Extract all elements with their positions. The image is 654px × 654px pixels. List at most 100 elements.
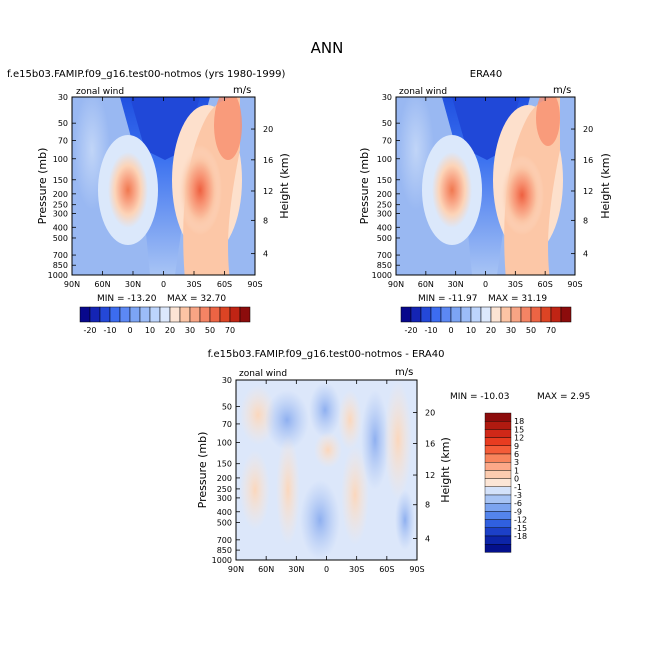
y-tick-label: 1000 [372, 271, 392, 280]
colorbar-label: 3 [514, 458, 519, 467]
colorbar-label: 10 [145, 326, 155, 335]
y-tick-label: 30 [222, 376, 232, 385]
colorbar-label: -18 [514, 532, 527, 541]
colorbar-cell [109, 306, 121, 323]
model-panel-title: f.e15b03.FAMIP.f09_g16.test00-notmos (yr… [7, 69, 285, 80]
colorbar-cell [99, 306, 111, 323]
x-tick-label: 90N [228, 565, 244, 574]
colorbar-label: 20 [165, 326, 175, 335]
y-tick-label: 850 [53, 261, 68, 270]
model-panel-units: m/s [233, 85, 251, 96]
x-tick-label: 0 [161, 280, 166, 289]
y2-tick-label: 4 [263, 250, 268, 259]
y-tick-label: 700 [53, 251, 68, 260]
y-tick-label: 50 [382, 119, 392, 128]
y2-tick-label: 8 [263, 216, 268, 225]
difference-panel-variable: zonal wind [239, 369, 287, 379]
y-tick-label: 50 [58, 119, 68, 128]
difference-panel-title: f.e15b03.FAMIP.f09_g16.test00-notmos - E… [208, 349, 445, 360]
colorbar-cell [490, 306, 502, 323]
y-tick-label: 850 [217, 546, 232, 555]
colorbar-cell [209, 306, 221, 323]
colorbar-label: -15 [514, 524, 527, 533]
colorbar-cell [129, 306, 141, 323]
model-colorbar: -20 -10 0 10 20 30 50 70 [79, 306, 251, 335]
model-y2label: Height (km) [278, 153, 291, 219]
colorbar-cell [470, 306, 482, 323]
x-tick-label: 90S [247, 280, 262, 289]
difference-panel-units: m/s [395, 367, 413, 378]
colorbar-label: 18 [514, 417, 524, 426]
y-tick-label: 100 [53, 155, 68, 164]
y-tick-label: 70 [58, 136, 68, 145]
difference-min-label: MIN = -10.03 [450, 392, 509, 402]
y-tick-label: 500 [217, 519, 232, 528]
y-tick-label: 700 [377, 251, 392, 260]
colorbar-cell [484, 445, 512, 455]
y-tick-label: 1000 [48, 271, 68, 280]
difference-y2label: Height (km) [439, 437, 452, 503]
y-tick-label: 850 [377, 261, 392, 270]
x-tick-label: 30N [448, 280, 464, 289]
y-tick-label: 250 [53, 201, 68, 210]
y-tick-label: 700 [217, 536, 232, 545]
y-tick-label: 250 [377, 201, 392, 210]
colorbar-label: 6 [514, 450, 519, 459]
y2-tick-label: 20 [263, 125, 273, 134]
y-tick-label: 100 [217, 438, 232, 447]
colorbar-cell [460, 306, 472, 323]
colorbar-label: 50 [526, 326, 536, 335]
x-tick-label: 30S [508, 280, 523, 289]
y2-tick-label: 8 [425, 501, 430, 510]
figure-title: ANN [311, 39, 344, 57]
y-tick-label: 300 [377, 210, 392, 219]
colorbar-label: -10 [424, 326, 437, 335]
colorbar-label: 0 [448, 326, 453, 335]
y-tick-label: 250 [217, 485, 232, 494]
colorbar-cell [159, 306, 171, 323]
colorbar-label: 12 [514, 434, 524, 443]
colorbar-cell [484, 519, 512, 528]
colorbar-cell [520, 306, 532, 323]
x-tick-label: 60N [94, 280, 110, 289]
colorbar-cell [430, 306, 442, 323]
model-ylabel: Pressure (mb) [36, 148, 49, 225]
colorbar-label: 10 [466, 326, 476, 335]
colorbar-cell [484, 535, 512, 545]
model-field [72, 97, 255, 275]
colorbar-cell [560, 306, 572, 323]
y2-tick-label: 16 [263, 156, 273, 165]
colorbar-cell [500, 306, 512, 323]
y2-tick-label: 20 [583, 125, 593, 134]
colorbar-label: 9 [514, 442, 519, 451]
y-tick-label: 30 [382, 93, 392, 102]
difference-panel: f.e15b03.FAMIP.f09_g16.test00-notmos - E… [196, 349, 590, 574]
era40-panel-units: m/s [553, 85, 571, 96]
difference-axes: 90N 60N 30N 0 30S 60S 90S 30 50 70 100 150 200 250300… [212, 376, 436, 574]
colorbar-label: -10 [103, 326, 116, 335]
colorbar-cell [484, 412, 512, 422]
colorbar-cell [484, 494, 512, 504]
x-tick-label: 60S [538, 280, 553, 289]
y2-tick-label: 4 [425, 534, 430, 543]
colorbar-cell [420, 306, 432, 323]
colorbar-cell [440, 306, 452, 323]
x-tick-label: 60N [258, 565, 274, 574]
era40-colorbar: -20 -10 0 10 20 30 50 70 [400, 306, 572, 335]
y-tick-label: 200 [217, 474, 232, 483]
colorbar-cell [484, 544, 512, 553]
model-panel-variable: zonal wind [76, 87, 124, 97]
era40-axes: 90N 60N 30N 0 30S 60S 90S 30 50 70 100 150 200 250300… [372, 93, 594, 289]
colorbar-label: 0 [127, 326, 132, 335]
y-tick-label: 150 [377, 176, 392, 185]
y2-tick-label: 4 [583, 250, 588, 259]
model-max-label: MAX = 32.70 [167, 294, 226, 304]
y-tick-label: 70 [222, 420, 232, 429]
colorbar-cell [480, 306, 492, 323]
x-tick-label: 90S [409, 565, 424, 574]
colorbar-label: -20 [83, 326, 96, 335]
y2-tick-label: 12 [583, 187, 593, 196]
colorbar-cell [540, 306, 552, 323]
